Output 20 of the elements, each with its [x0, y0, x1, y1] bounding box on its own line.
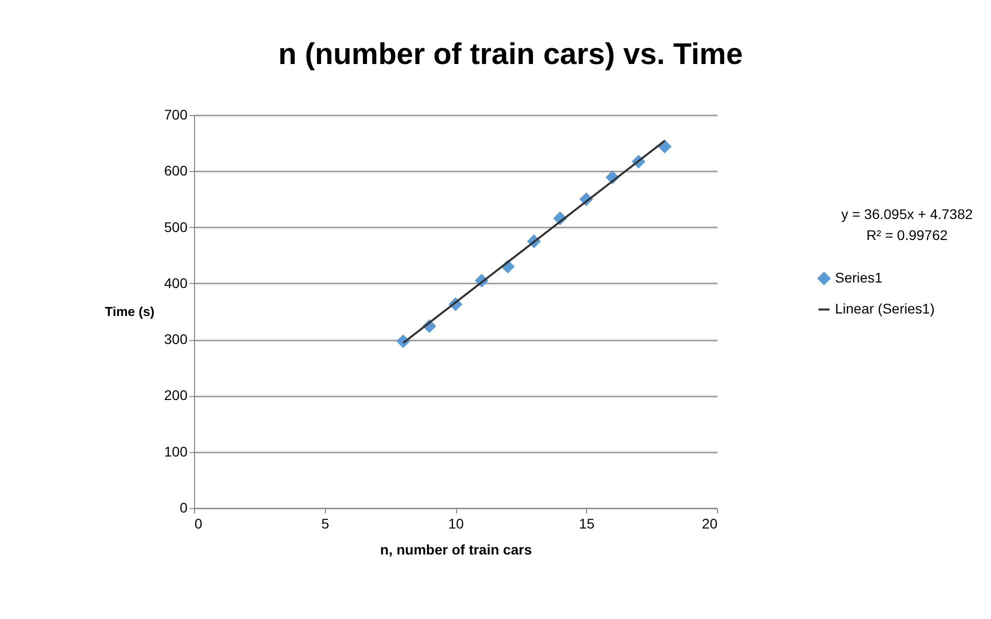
text: y = 36.095x + 4.7382 [841, 206, 973, 222]
y-tick-label: 700 [164, 106, 188, 122]
y-tick-label: 300 [164, 331, 188, 348]
y-tick-label: 100 [164, 443, 188, 460]
text: R² = 0.99762 [866, 227, 948, 243]
x-tick-label: 10 [448, 516, 464, 532]
y-tick-label: 0 [180, 500, 188, 516]
y-tick-label: 500 [164, 218, 188, 235]
legend-label: Series1 [835, 270, 883, 286]
x-axis-title: n, number of train cars [380, 542, 532, 558]
x-tick-label: 20 [702, 516, 718, 532]
y-tick-label: 400 [164, 274, 188, 291]
y-tick-label: 600 [164, 162, 188, 179]
legend-label: Linear (Series1) [835, 300, 935, 316]
x-tick-label: 15 [578, 516, 595, 532]
x-tick-label: 5 [321, 516, 330, 532]
x-tick-label: 0 [194, 516, 202, 532]
chart-title: n (number of train cars) vs. Time [278, 38, 743, 71]
y-axis-title: Time (s) [104, 304, 154, 319]
y-tick-label: 200 [164, 387, 188, 404]
